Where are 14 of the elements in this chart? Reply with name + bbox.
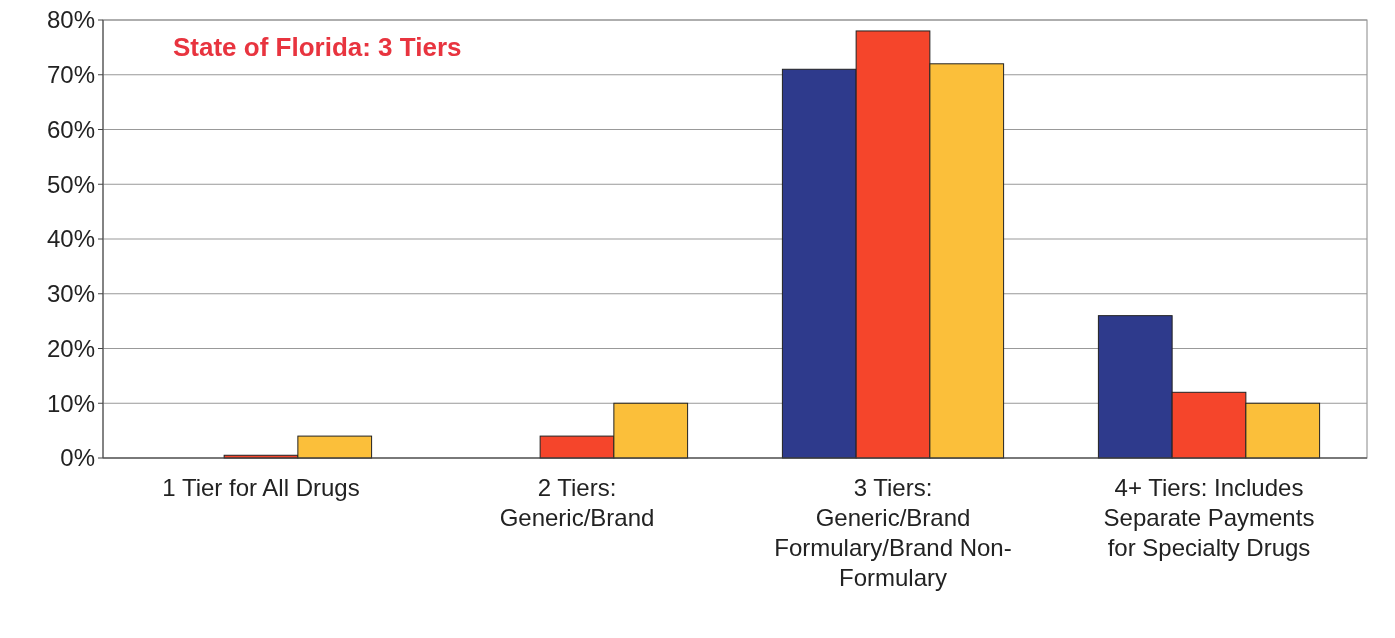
y-tick-label: 60% bbox=[46, 115, 95, 143]
y-tick-label: 70% bbox=[46, 61, 95, 89]
x-tick-label: 1 Tier for All Drugs bbox=[162, 474, 360, 501]
y-tick-label: 0% bbox=[60, 444, 95, 472]
x-tick-label: 4+ Tiers: Includes Separate Payments for Specialty Drugs bbox=[1103, 474, 1315, 561]
text: State of Florida: 3 Tiers bbox=[173, 32, 462, 62]
x-tick-label: 2 Tiers: Generic/Brand bbox=[499, 474, 655, 531]
y-tick-label: 40% bbox=[46, 225, 95, 253]
y-tick-label: 20% bbox=[46, 334, 95, 362]
y-tick-label: 10% bbox=[46, 389, 95, 417]
y-tick-label: 80% bbox=[46, 6, 95, 34]
y-tick-label: 30% bbox=[46, 280, 95, 308]
y-tick-label: 50% bbox=[46, 170, 95, 198]
x-tick-label: 3 Tiers: Generic/Brand Formulary/Brand Non-Formulary bbox=[774, 474, 1012, 591]
